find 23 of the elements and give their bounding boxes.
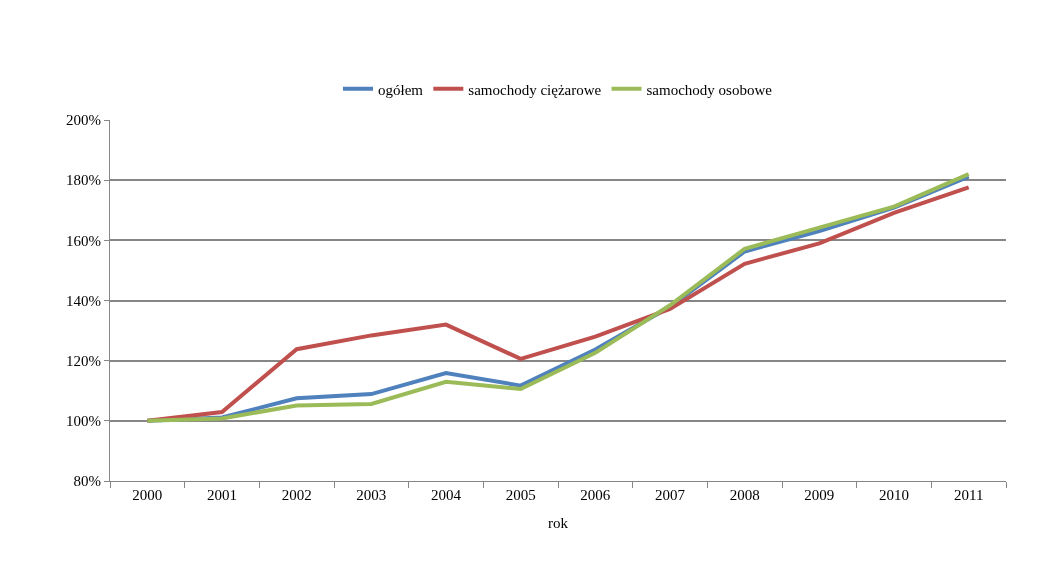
legend-label: samochody osobowe	[646, 81, 773, 98]
y-tick-label: 200%	[66, 112, 101, 129]
legend-label: ogółem	[378, 81, 424, 98]
x-tick-label: 2009	[804, 487, 835, 503]
y-tick-label: 140%	[66, 292, 101, 309]
x-tick-label: 2005	[505, 487, 536, 503]
x-axis-title: rok	[548, 515, 569, 531]
y-tick-label: 160%	[66, 232, 101, 249]
x-tick-label: 2008	[729, 487, 760, 503]
x-tick-label: 2004	[431, 487, 462, 503]
x-tick-label: 2001	[207, 487, 237, 503]
y-tick-label: 120%	[66, 352, 101, 369]
x-tick-label: 2002	[281, 487, 312, 503]
x-tick-label: 2003	[356, 487, 387, 503]
y-tick-label: 180%	[66, 172, 101, 189]
legend-label: samochody ciężarowe	[468, 81, 602, 98]
x-tick-label: 2011	[953, 487, 984, 503]
x-tick-label: 2007	[655, 487, 686, 503]
x-tick-label: 2000	[132, 487, 163, 503]
x-tick-label: 2006	[580, 487, 611, 503]
y-tick-label: 80%	[73, 473, 101, 490]
x-tick-label: 2010	[879, 487, 909, 503]
y-tick-label: 100%	[66, 413, 101, 430]
